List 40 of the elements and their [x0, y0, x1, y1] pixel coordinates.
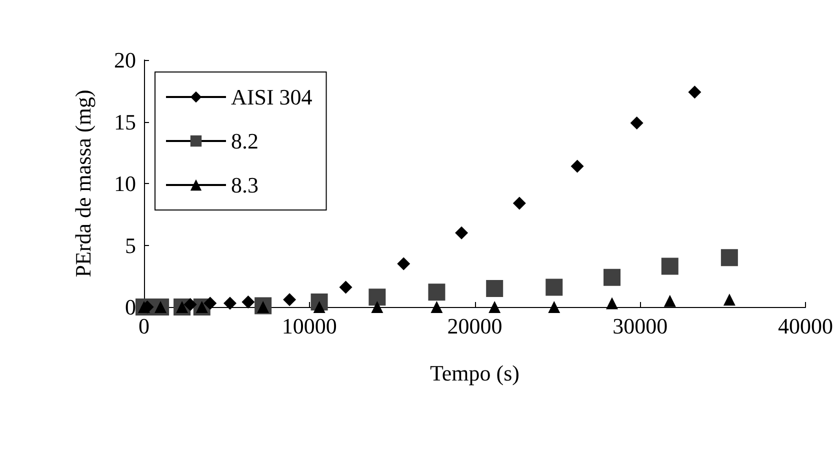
point: [430, 301, 443, 313]
point: [242, 296, 255, 309]
point: [204, 296, 217, 310]
point: [606, 297, 618, 310]
y-axis-title: PErda de massa (mg): [70, 90, 96, 278]
point: [630, 116, 644, 130]
point: [368, 288, 386, 306]
point: [283, 293, 296, 306]
point: [486, 280, 504, 297]
point: [339, 280, 352, 294]
x-tick-label: 40000: [778, 314, 833, 338]
point: [604, 268, 621, 286]
point: [720, 249, 738, 266]
point: [488, 301, 501, 313]
y-tick-label: 15: [114, 109, 136, 134]
point: [723, 294, 736, 306]
x-tick-label: 20000: [447, 314, 502, 338]
legend-label: 8.2: [231, 128, 258, 154]
legend-label: 8.3: [231, 172, 258, 198]
point: [223, 296, 236, 310]
y-tick-label: 0: [125, 294, 136, 320]
y-tick-label: 20: [114, 48, 136, 72]
x-tick-label: 10000: [282, 314, 337, 338]
point: [428, 284, 446, 301]
legend-label: AISI 304: [231, 84, 312, 110]
point: [548, 301, 560, 313]
point: [546, 278, 563, 296]
point: [512, 196, 526, 210]
point: [184, 298, 197, 312]
x-axis-title: Tempo (s): [430, 360, 520, 386]
point: [397, 257, 410, 270]
y-tick-label: 10: [114, 171, 136, 196]
point: [661, 258, 678, 275]
x-tick-label: 30000: [612, 314, 668, 338]
point: [688, 86, 702, 99]
point: [371, 301, 384, 313]
y-tick-label: 5: [125, 232, 136, 258]
point: [570, 160, 584, 173]
point: [664, 294, 676, 307]
point: [455, 226, 468, 240]
